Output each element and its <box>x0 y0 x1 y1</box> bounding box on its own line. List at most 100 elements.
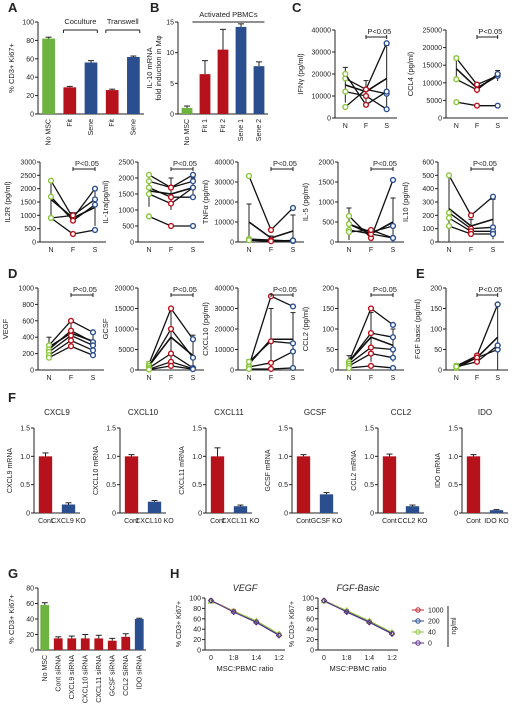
y-tick-label: 0 <box>438 116 442 123</box>
x-tick-label: F <box>364 123 368 130</box>
y-tick-label: 500 <box>322 220 334 227</box>
y-tick-label: 20 <box>306 637 314 644</box>
y-tick-label: 60 <box>306 616 314 623</box>
y-tick-label: 0.5 <box>106 482 116 489</box>
significance-label: P<0.05 <box>75 159 99 168</box>
y-tick-label: 1.5 <box>448 426 458 433</box>
data-point <box>167 362 175 370</box>
data-point <box>367 330 375 337</box>
x-tick-label: 1:2 <box>274 655 284 662</box>
y-axis-label: CCL2 mRNA <box>351 450 358 491</box>
y-tick-label: 1000 <box>20 213 36 220</box>
y-tick-label: 1.0 <box>364 454 374 461</box>
y-tick-label: 0.5 <box>364 482 374 489</box>
y-axis: 0 10000 20000 30000 40000 <box>312 28 336 123</box>
y-axis-label: CCL2 (pg/ml) <box>301 306 310 351</box>
bar <box>127 56 140 114</box>
data-point <box>167 200 175 207</box>
y-tick-label: 2000 <box>118 176 134 183</box>
data-point <box>445 172 453 179</box>
y-axis: 0 10000 20000 30000 40000 <box>215 286 239 375</box>
data-point <box>362 92 370 100</box>
y-axis-label: CXCL10 (pg/ml) <box>201 302 210 356</box>
data-point <box>489 193 497 200</box>
y-axis: 0 20 40 60 80 100 <box>302 596 319 655</box>
data-point <box>345 364 353 372</box>
y-tick-label: 15000 <box>423 63 443 70</box>
data-point <box>189 222 197 230</box>
data-point <box>145 366 153 373</box>
significance-label: P<0.05 <box>73 285 97 294</box>
data-point <box>445 222 453 230</box>
data-point <box>47 193 55 200</box>
series-line <box>248 175 294 232</box>
y-tick-label: 20000 <box>215 200 235 207</box>
x-tick-label: F <box>69 375 73 382</box>
y-tick-label: 80 <box>26 38 34 45</box>
y-tick-label: 150 <box>430 306 442 313</box>
data-point <box>145 184 153 191</box>
bar <box>38 456 53 513</box>
data-point <box>342 103 349 111</box>
x-tick-label: F <box>269 375 273 382</box>
y-tick-label: 1500 <box>118 192 134 199</box>
y-tick-label: 15000 <box>115 306 135 313</box>
y-axis: 0 50 100 150 200 <box>322 286 339 375</box>
y-tick-label: 20 <box>26 632 34 639</box>
bar <box>253 66 265 114</box>
y-tick-label: 100 <box>302 596 314 603</box>
data-point <box>267 359 275 366</box>
subplot-title: CCL2 <box>391 408 412 417</box>
data-point <box>494 70 501 78</box>
significance-label: P<0.05 <box>273 159 297 168</box>
legend-marker <box>415 640 421 646</box>
category-label: No MSC <box>184 119 191 145</box>
x-tick-label: S <box>391 375 396 382</box>
y-tick-label: 25000 <box>423 28 443 35</box>
y-axis-label: % CD3+ Ki67+ <box>7 43 16 93</box>
mean-line <box>148 336 194 367</box>
x-tick-label: 0 <box>209 655 213 662</box>
mean-line <box>148 186 194 195</box>
x-tick-label: N <box>346 247 351 254</box>
y-axis: 0 0.5 1.0 1.5 <box>106 426 121 518</box>
x-axis-label: MSC:PBMC ratio <box>329 664 386 673</box>
y-axis-label: VEGF <box>1 318 10 339</box>
y-tick-label: 10000 <box>115 327 135 334</box>
y-tick-label: 50 <box>434 347 442 354</box>
data-point <box>267 226 275 234</box>
group-label: Coculture <box>64 17 96 26</box>
data-point <box>362 101 370 108</box>
data-point <box>320 597 328 604</box>
significance-label: P<0.05 <box>478 27 502 36</box>
data-point <box>89 329 97 336</box>
y-tick-label: 0.5 <box>20 482 30 489</box>
y-tick-label: 500 <box>122 224 134 231</box>
data-point <box>267 238 275 245</box>
x-tick-label: S <box>495 123 500 130</box>
x-tick-label: S <box>291 375 296 382</box>
mean-line <box>348 336 394 363</box>
data-point <box>389 222 397 230</box>
data-point <box>89 342 97 349</box>
data-point <box>345 220 353 228</box>
x-tick-label: S <box>191 247 196 254</box>
data-point <box>343 608 350 616</box>
data-point <box>69 217 77 224</box>
data-point <box>69 230 77 238</box>
series-line <box>323 600 393 633</box>
data-point <box>189 354 197 361</box>
significance-label: P<0.05 <box>373 285 397 294</box>
data-point <box>289 303 297 310</box>
data-point <box>494 301 501 308</box>
data-point <box>467 212 475 219</box>
subplot-title: VEGF <box>233 583 258 593</box>
y-axis: 0 5 10 15 <box>166 20 179 119</box>
y-tick-label: 800 <box>22 302 34 309</box>
series-line <box>323 600 393 635</box>
significance-label: P<0.05 <box>367 27 391 36</box>
panel-letter: A <box>8 0 18 15</box>
y-axis: 0 500 1000 1500 2000 <box>318 160 339 247</box>
data-point <box>167 184 175 191</box>
category-label: No MSC <box>46 119 53 145</box>
